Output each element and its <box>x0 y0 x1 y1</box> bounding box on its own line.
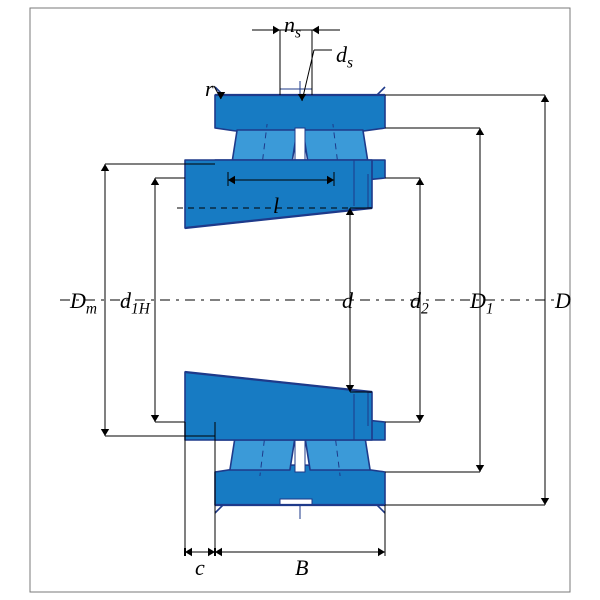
label-B: B <box>295 557 308 579</box>
label-ns: ns <box>284 14 301 41</box>
label-D1: D1 <box>470 290 494 317</box>
label-ds: ds <box>336 44 353 71</box>
label-Dm: Dm <box>70 290 97 317</box>
label-d2: d2 <box>410 290 429 317</box>
label-d: d <box>342 290 353 312</box>
label-c: c <box>195 557 205 579</box>
label-l: l <box>273 195 279 217</box>
label-r: r <box>205 78 214 100</box>
label-d1H: d1H <box>120 290 150 317</box>
label-D: D <box>555 290 571 312</box>
